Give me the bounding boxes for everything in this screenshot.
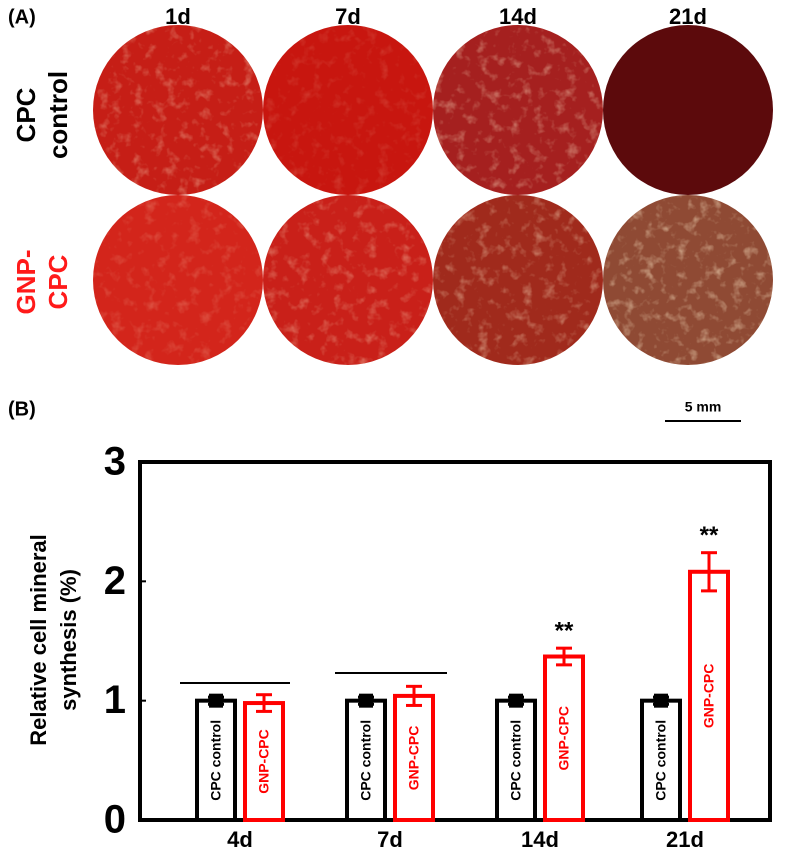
column-label: 1d bbox=[165, 4, 191, 29]
bar bbox=[688, 569, 730, 823]
bar-label: CPC control bbox=[358, 720, 374, 801]
bar-label-group: GNP-CPC bbox=[406, 726, 422, 791]
row-label: CPC bbox=[11, 87, 41, 142]
bar-label-group: CPC control bbox=[508, 720, 524, 801]
bar-label: GNP-CPC bbox=[701, 664, 717, 729]
mean-marker bbox=[509, 693, 523, 708]
panel-label: (B) bbox=[8, 398, 36, 420]
y-axis-label: Relative cell mineral bbox=[26, 534, 51, 746]
x-tick-label: 14d bbox=[521, 827, 559, 852]
bar-label-group: GNP-CPC bbox=[256, 729, 272, 794]
column-label: 14d bbox=[499, 4, 537, 29]
bar-label: CPC control bbox=[653, 720, 669, 801]
y-axis-label: synthesis (%) bbox=[56, 569, 81, 711]
annotation: ** bbox=[700, 522, 719, 549]
y-tick-label: 2 bbox=[104, 559, 126, 603]
bar-label: CPC control bbox=[508, 720, 524, 801]
bar bbox=[243, 701, 285, 823]
bar-label: CPC control bbox=[208, 720, 224, 801]
y-tick-label: 3 bbox=[104, 440, 126, 484]
bar-label-group: GNP-CPC bbox=[556, 706, 572, 771]
x-tick-label: 7d bbox=[377, 827, 403, 852]
annotation: ** bbox=[555, 618, 574, 645]
row-label: GNP- bbox=[11, 250, 41, 315]
bar bbox=[393, 693, 435, 822]
bar-label-group: CPC control bbox=[653, 720, 669, 801]
sample-images bbox=[93, 25, 773, 365]
column-label: 21d bbox=[669, 4, 707, 29]
mean-marker bbox=[359, 693, 373, 708]
bar-label-group: CPC control bbox=[208, 720, 224, 801]
row-label: control bbox=[43, 71, 73, 159]
bar-label-group: CPC control bbox=[358, 720, 374, 801]
x-tick-label: 4d bbox=[227, 827, 253, 852]
bar-label: GNP-CPC bbox=[256, 729, 272, 794]
column-label: 7d bbox=[335, 4, 361, 29]
mean-marker bbox=[654, 693, 668, 708]
bar-label: GNP-CPC bbox=[406, 726, 422, 791]
y-tick-label: 0 bbox=[104, 798, 126, 842]
bar-label: GNP-CPC bbox=[556, 706, 572, 771]
bar bbox=[640, 698, 682, 823]
scale-bar-label: 5 mm bbox=[685, 399, 722, 415]
mean-marker bbox=[209, 693, 223, 708]
bar-label-group: GNP-CPC bbox=[701, 664, 717, 729]
row-label: CPC bbox=[43, 254, 73, 309]
plot-frame bbox=[138, 460, 772, 822]
y-tick-label: 1 bbox=[104, 678, 126, 722]
x-tick-label: 21d bbox=[666, 827, 704, 852]
panel-label: (A) bbox=[8, 6, 36, 28]
